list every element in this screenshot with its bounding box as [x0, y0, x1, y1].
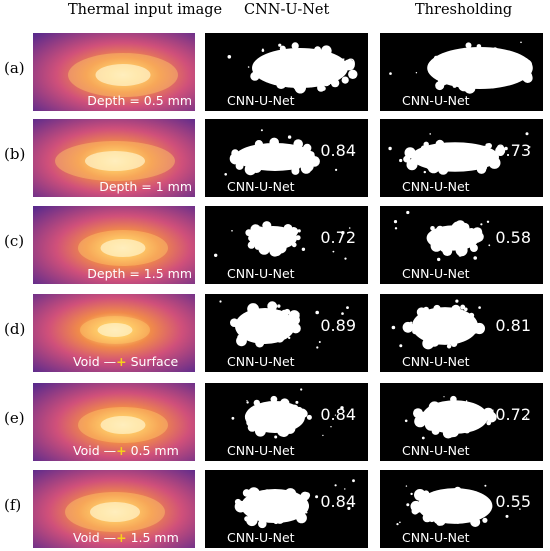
- thermal-void-caption: Void —+ Surface: [73, 354, 178, 369]
- header-thresholding: Thresholding: [415, 2, 513, 18]
- thermal-depth-caption: Depth = 1 mm: [99, 179, 192, 194]
- header-thermal-input: Thermal input image: [68, 2, 223, 18]
- cnn-caption: CNN-U-Net: [227, 354, 295, 369]
- cnn-score: 0.84: [320, 405, 356, 424]
- thresholding-caption: CNN-U-Net: [402, 266, 470, 281]
- thresholding-score: 0.79: [495, 55, 531, 74]
- thresholding-mask: 0.72 CNN-U-Net: [380, 383, 543, 461]
- thermal-void-caption: Void —+ 1.5 mm: [73, 530, 179, 545]
- thermal-void-caption: Void —+ 0.5 mm: [73, 443, 179, 458]
- marker-line-icon: —: [103, 354, 117, 369]
- thermal-image: Depth = 1.5 mm: [33, 206, 195, 284]
- cnn-score: 0.84: [320, 141, 356, 160]
- row-label: (c): [4, 232, 25, 250]
- marker-plus-icon: +: [116, 443, 127, 458]
- cnn-u-net-mask: 0.79 CNN-U-Net: [205, 33, 368, 111]
- cnn-score: 0.79: [320, 55, 356, 74]
- marker-line-icon: —: [103, 443, 117, 458]
- cnn-score: 0.72: [320, 228, 356, 247]
- thermal-image: Void —+ Surface: [33, 294, 195, 372]
- thresholding-score: 0.81: [495, 316, 531, 335]
- void-depth-label: 1.5 mm: [126, 530, 179, 545]
- void-label: Void: [73, 354, 104, 369]
- thresholding-mask: 0.81 CNN-U-Net: [380, 294, 543, 372]
- thresholding-mask: 0.55 CNN-U-Net: [380, 470, 543, 548]
- cnn-u-net-mask: 0.84 CNN-U-Net: [205, 383, 368, 461]
- thermal-image: Void —+ 1.5 mm: [33, 470, 195, 548]
- cnn-caption: CNN-U-Net: [227, 179, 295, 194]
- cnn-score: 0.89: [320, 316, 356, 335]
- cnn-score: 0.84: [320, 492, 356, 511]
- row-label: (a): [4, 59, 25, 77]
- thermal-image: Depth = 0.5 mm: [33, 33, 195, 111]
- cnn-u-net-mask: 0.89 CNN-U-Net: [205, 294, 368, 372]
- thermal-image: Void —+ 0.5 mm: [33, 383, 195, 461]
- thresholding-mask: 0.58 CNN-U-Net: [380, 206, 543, 284]
- cnn-u-net-mask: 0.72 CNN-U-Net: [205, 206, 368, 284]
- thermal-depth-caption: Depth = 0.5 mm: [87, 93, 192, 108]
- thresholding-score: 0.72: [495, 405, 531, 424]
- cnn-u-net-mask: 0.84 CNN-U-Net: [205, 470, 368, 548]
- void-depth-label: 0.5 mm: [126, 443, 179, 458]
- thermal-image: Depth = 1 mm: [33, 119, 195, 197]
- thresholding-caption: CNN-U-Net: [402, 179, 470, 194]
- cnn-caption: CNN-U-Net: [227, 93, 295, 108]
- row-label: (d): [4, 320, 26, 338]
- row-label: (e): [4, 409, 25, 427]
- marker-plus-icon: +: [116, 530, 127, 545]
- cnn-caption: CNN-U-Net: [227, 443, 295, 458]
- thermal-depth-caption: Depth = 1.5 mm: [87, 266, 192, 281]
- thresholding-score: 0.73: [495, 141, 531, 160]
- thresholding-caption: CNN-U-Net: [402, 443, 470, 458]
- void-label: Void: [73, 530, 104, 545]
- thresholding-score: 0.55: [495, 492, 531, 511]
- void-depth-label: Surface: [126, 354, 179, 369]
- cnn-u-net-mask: 0.84 CNN-U-Net: [205, 119, 368, 197]
- cnn-caption: CNN-U-Net: [227, 266, 295, 281]
- row-label: (f): [4, 496, 22, 514]
- thresholding-score: 0.58: [495, 228, 531, 247]
- thresholding-caption: CNN-U-Net: [402, 93, 470, 108]
- cnn-caption: CNN-U-Net: [227, 530, 295, 545]
- header-cnn-u-net: CNN-U-Net: [244, 2, 330, 18]
- row-label: (b): [4, 145, 26, 163]
- thresholding-mask: 0.73 CNN-U-Net: [380, 119, 543, 197]
- marker-line-icon: —: [103, 530, 117, 545]
- void-label: Void: [73, 443, 104, 458]
- thresholding-caption: CNN-U-Net: [402, 530, 470, 545]
- thresholding-caption: CNN-U-Net: [402, 354, 470, 369]
- marker-plus-icon: +: [116, 354, 127, 369]
- thresholding-mask: 0.79 CNN-U-Net: [380, 33, 543, 111]
